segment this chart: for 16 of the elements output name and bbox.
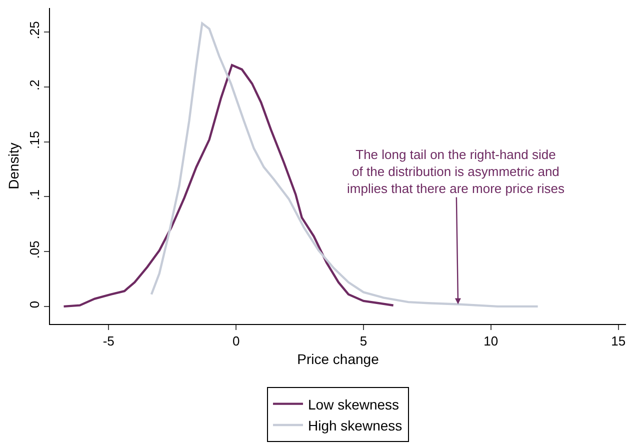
y-tick-label: 0 xyxy=(26,300,42,308)
x-tick-label: 15 xyxy=(611,334,626,349)
x-tick-label: -5 xyxy=(102,334,114,349)
x-axis-title: Price change xyxy=(297,350,380,367)
annotation: The long tail on the right-hand side of the distribution is asymmetric and implies that there are more price rises xyxy=(347,147,565,196)
legend-label: Low skewness xyxy=(308,396,400,412)
y-tick-label: .1 xyxy=(26,189,42,200)
legend-label: High skewness xyxy=(308,417,402,434)
y-tick-label: .05 xyxy=(26,240,42,259)
y-tick-label: .2 xyxy=(26,80,42,90)
y-tick-label: .25 xyxy=(26,21,42,40)
y-axis-title: Density xyxy=(5,142,22,190)
x-tick-label: 5 xyxy=(360,334,368,349)
x-tick-label: 0 xyxy=(232,334,240,349)
y-tick-label: .15 xyxy=(26,130,42,149)
x-tick-label: 10 xyxy=(484,334,498,349)
